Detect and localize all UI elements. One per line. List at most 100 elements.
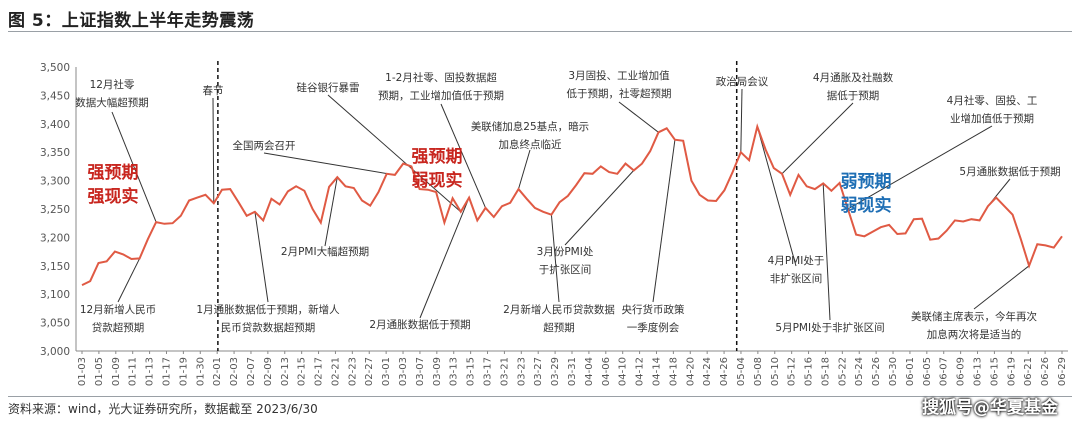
annotation-text: 据低于预期 [827,89,880,102]
annotation-pointer [440,103,486,209]
x-tick-label: 01-03 [77,357,88,386]
x-tick-label: 02-15 [297,357,308,386]
y-tick-label: 3,150 [40,261,70,273]
annotation-text: 超预期 [543,321,575,334]
annotation-pointer [618,101,659,133]
figure-title: 图 5：上证指数上半年走势震荡 [8,11,255,31]
dividers [217,61,738,351]
phase-label-line2: 弱现实 [841,195,892,216]
phase-label-line2: 弱现实 [412,170,463,191]
annotation-text: 业增加值低于预期 [950,112,1034,125]
x-tick-label: 06-09 [956,357,967,386]
x-tick-label: 03-17 [483,357,494,386]
annotation-text: 2月新增人民币贷款数据 [503,303,615,316]
y-tick-label: 3,350 [40,147,70,159]
annotation: 全国两会召开 [233,139,296,152]
annotation-text: 4月通胀及社融数 [813,71,894,84]
annotation: 4月社零、固投、工业增加值低于预期 [947,94,1038,125]
annotation: 硅谷银行暴雷 [297,81,360,94]
y-tick-label: 3,250 [40,204,70,216]
x-tick-label: 03-09 [432,357,443,386]
x-tick-label: 03-21 [499,357,510,386]
phase-label-line2: 强现实 [88,186,139,207]
annotation-text: 政治局会议 [716,75,769,88]
annotation-text: 贷款超预期 [92,321,145,334]
annotation-pointer [117,258,141,303]
x-tick-label: 01-19 [178,357,189,386]
annotation-pointer [419,197,470,319]
source-note: 资料来源：wind，光大证券研究所，数据截至 2023/6/30 [8,402,318,416]
annotation-text: 央行货币政策 [622,303,685,316]
annotation-pointer [847,125,993,210]
annotation-text: 低于预期，社零超预期 [567,87,672,100]
annotation-text: 1月通胀数据低于预期，新增人 [196,303,340,316]
annotation: 2月通胀数据低于预期 [369,318,470,331]
x-tick-label: 03-03 [398,357,409,386]
y-tick-label: 3,500 [40,62,70,74]
annotation-pointer [740,88,743,153]
x-tick-label: 02-23 [347,357,358,386]
x-tick-label: 04-10 [618,357,629,386]
annotation-pointer [254,211,269,303]
x-tick-label: 05-30 [888,357,899,386]
annotation-text: 4月PMI处于 [768,255,825,267]
annotation-text: 数据大幅超预期 [75,96,149,109]
x-tick-label: 06-15 [989,357,1000,386]
y-tick-label: 3,100 [40,289,70,301]
annotation-pointer [517,149,531,190]
x-tick-label: 02-17 [314,357,325,386]
annotation-text: 非扩张区间 [770,272,823,285]
annotation-text: 于扩张区间 [539,263,592,276]
annotation-text: 加息两次将是适当的 [927,328,1022,341]
x-tick-label: 05-24 [854,357,865,386]
x-tick-label: 03-15 [466,357,477,386]
watermark: 搜狐号@华夏基金 [922,398,1058,418]
annotation: 春节 [203,85,224,97]
annotation-text: 4月社零、固投、工 [947,94,1038,107]
annotation-text: 全国两会召开 [233,139,296,152]
y-tick-label: 3,450 [40,90,70,102]
annotation-text: 加息终点临近 [499,138,562,151]
annotation-text: 春节 [203,85,224,97]
annotation-text: 美联储加息25基点，暗示 [471,120,589,133]
y-tick-label: 3,300 [40,176,70,188]
phase-label-line1: 强预期 [88,163,139,183]
x-tick-label: 04-12 [635,357,646,386]
x-tick-label: 04-06 [601,357,612,386]
annotation-pointer [781,102,854,175]
axes: 3,000 3,050 3,100 3,150 3,200 3,250 3,300 3,350… [40,62,1068,386]
annotation: 5月通胀数据低于预期 [959,165,1060,178]
annotation-pointer [111,111,157,223]
annotation-pointer [327,94,462,213]
x-tick-label: 04-24 [702,357,713,386]
annotation: 3月固投、工业增加值低于预期，社零超预期 [567,69,672,100]
x-tick-label: 02-03 [229,357,240,386]
x-tick-label: 02-01 [212,357,223,386]
y-tick-label: 3,200 [40,232,70,244]
x-tick-label: 02-21 [330,357,341,386]
x-tick-label: 04-04 [584,357,595,386]
annotation-text: 预期，工业增加值低于预期 [378,89,504,102]
x-tick-label: 02-09 [263,357,274,386]
x-tick-label: 03-31 [567,357,578,386]
x-tick-label: 01-17 [161,357,172,386]
series-line [81,123,1063,286]
annotation-text: 1-2月社零、固投数据超 [385,71,497,84]
x-tick-label: 04-20 [685,357,696,386]
x-tick-label: 05-22 [837,357,848,386]
x-tick-label: 02-27 [364,357,375,386]
x-tick-label: 06-29 [1057,357,1068,386]
annotation-text: 5月PMI处于非扩张区间 [775,321,884,334]
x-tick-label: 05-12 [787,357,798,386]
y-tick-label: 3,050 [40,318,70,330]
